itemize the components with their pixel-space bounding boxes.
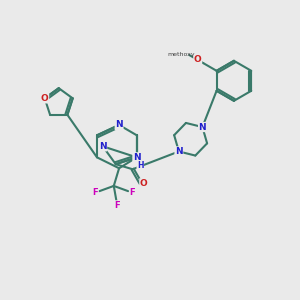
Text: F: F — [92, 188, 98, 197]
Text: O: O — [194, 56, 202, 64]
Text: N: N — [115, 121, 123, 130]
Text: H: H — [137, 161, 143, 170]
Text: methoxy: methoxy — [167, 52, 195, 57]
Text: F: F — [130, 188, 135, 197]
Text: O: O — [41, 94, 49, 103]
Text: O: O — [140, 179, 148, 188]
Text: N: N — [133, 153, 141, 162]
Text: F: F — [114, 201, 120, 210]
Text: N: N — [99, 142, 106, 151]
Text: N: N — [199, 122, 206, 131]
Text: N: N — [175, 147, 183, 156]
